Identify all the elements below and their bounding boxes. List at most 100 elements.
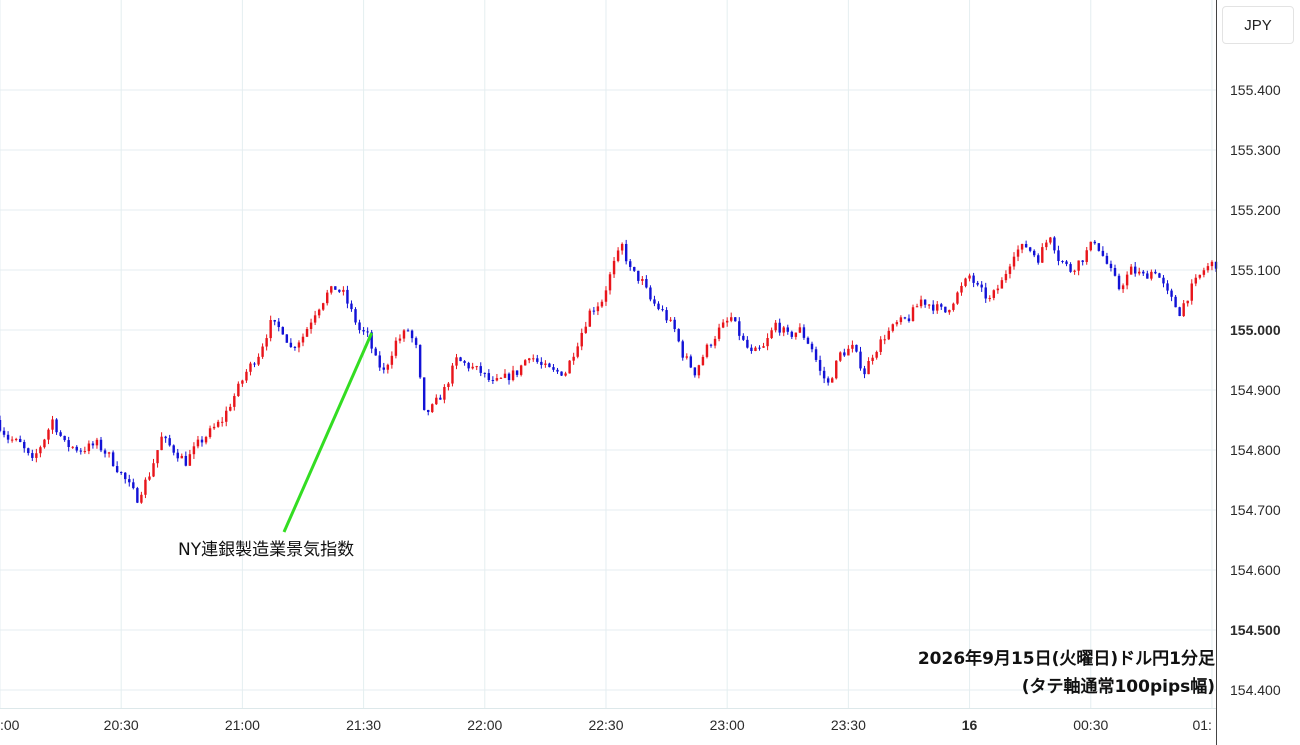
candle <box>810 341 814 353</box>
candle <box>51 415 54 434</box>
candle <box>2 427 6 438</box>
candle <box>1129 264 1133 275</box>
candle <box>560 371 563 377</box>
candle <box>1206 263 1210 273</box>
candle <box>451 363 454 387</box>
candle <box>257 353 260 366</box>
candle <box>386 363 390 374</box>
candle <box>71 446 74 449</box>
grid <box>0 0 1216 708</box>
candle <box>471 362 474 370</box>
candle <box>681 339 684 361</box>
candle <box>915 303 919 308</box>
candle <box>418 344 422 379</box>
candle <box>1186 300 1189 307</box>
candle <box>309 318 313 334</box>
candle <box>168 434 171 447</box>
candle <box>503 369 507 379</box>
candle <box>67 436 70 452</box>
candle <box>604 286 608 306</box>
candle <box>6 431 10 444</box>
candle <box>27 447 30 456</box>
candle <box>75 445 78 453</box>
caption: 2026年9月15日(火曜日)ドル円1分足 (タテ軸通常100pips幅) <box>918 648 1215 697</box>
candle <box>192 442 196 459</box>
candle <box>297 340 301 353</box>
candle <box>940 302 943 310</box>
candle <box>1101 246 1105 257</box>
annotation-line <box>282 332 374 533</box>
candle <box>301 333 305 347</box>
candle <box>79 448 83 455</box>
candle <box>568 360 571 374</box>
candle <box>119 471 123 475</box>
candle <box>1008 263 1012 279</box>
candle <box>245 369 248 383</box>
candle <box>326 289 329 306</box>
candle <box>273 319 276 326</box>
candle <box>661 305 664 312</box>
candle <box>903 316 907 320</box>
x-tick-label: 21:30 <box>346 717 381 733</box>
candle <box>402 329 406 342</box>
candle <box>948 309 951 315</box>
candle <box>459 356 462 362</box>
candle <box>588 308 592 327</box>
candle <box>160 432 163 451</box>
currency-selector[interactable]: JPY <box>1222 6 1294 44</box>
candle <box>35 448 38 463</box>
candle <box>1142 269 1145 277</box>
candle <box>697 364 701 379</box>
candle <box>523 359 527 366</box>
candle <box>1190 279 1193 305</box>
candle <box>677 328 680 343</box>
candle <box>358 319 361 334</box>
candle <box>572 352 575 365</box>
candle <box>701 354 705 366</box>
candle <box>552 363 555 372</box>
candle <box>576 342 579 359</box>
candle <box>899 315 903 325</box>
candle <box>1057 245 1060 266</box>
candle <box>1028 246 1032 253</box>
candle <box>249 361 252 376</box>
caption-line2: (タテ軸通常100pips幅) <box>1022 676 1215 697</box>
candle <box>31 449 34 462</box>
candle <box>693 367 697 378</box>
candle <box>499 377 503 379</box>
candle <box>919 295 923 309</box>
x-tick-label: 22:30 <box>588 717 623 733</box>
candle <box>427 409 430 416</box>
candle <box>269 315 272 342</box>
candle <box>992 289 996 301</box>
candle <box>835 360 838 380</box>
candle <box>362 327 365 335</box>
x-tick-label: 21:00 <box>225 717 260 733</box>
candle <box>984 282 987 303</box>
candle <box>144 477 147 499</box>
candle <box>1170 288 1173 302</box>
candle <box>374 346 377 356</box>
candle <box>132 478 135 490</box>
candle <box>709 343 713 348</box>
candle <box>624 239 628 265</box>
candle <box>164 435 167 443</box>
candle <box>730 312 733 323</box>
candle <box>540 357 543 369</box>
candle <box>281 326 285 335</box>
candle <box>225 406 228 427</box>
candle <box>600 299 604 308</box>
candle <box>705 343 709 359</box>
candle <box>487 369 491 383</box>
candle <box>1089 241 1092 252</box>
candle <box>99 436 103 453</box>
candle <box>778 318 781 336</box>
candle <box>782 325 785 337</box>
candle <box>883 334 886 345</box>
candle <box>584 321 587 334</box>
candle <box>354 307 357 325</box>
candle <box>713 335 717 349</box>
candle <box>176 448 179 462</box>
